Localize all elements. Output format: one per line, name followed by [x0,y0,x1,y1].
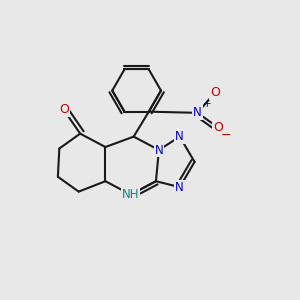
Text: NH: NH [122,188,140,201]
Text: N: N [154,143,163,157]
Text: N: N [175,181,184,194]
Text: N: N [175,130,184,143]
Text: O: O [59,103,69,116]
Text: O: O [213,121,223,134]
Text: −: − [220,129,231,142]
Text: +: + [203,99,212,109]
Text: N: N [193,106,202,119]
Text: O: O [211,85,220,98]
